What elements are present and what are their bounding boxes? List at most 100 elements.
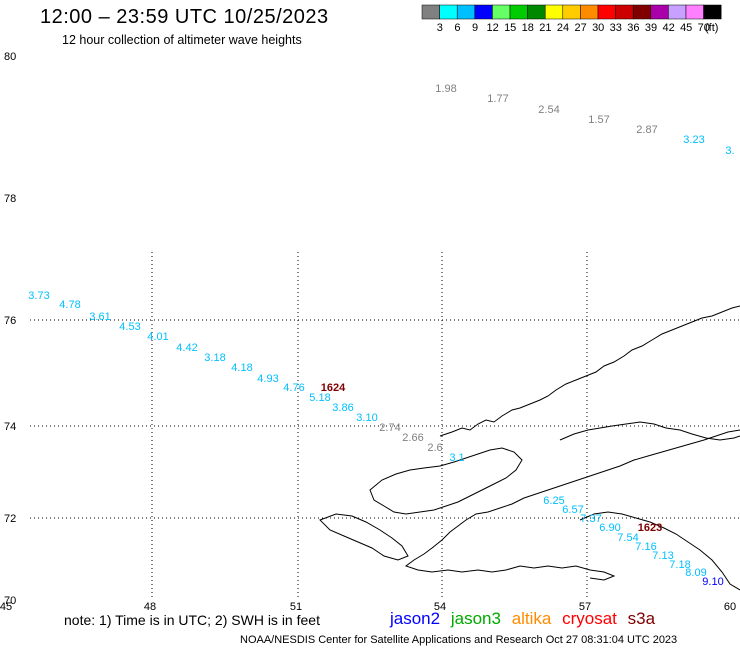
wave-height-value: 7.54 [617, 532, 638, 544]
wave-height-value: 6.57 [562, 504, 583, 516]
island-coastline [369, 447, 523, 515]
wave-height-value: 7.37 [580, 513, 601, 525]
kanin-coastline [319, 513, 409, 561]
wave-height-value: 2.87 [636, 124, 657, 136]
legend-swatch [544, 4, 564, 20]
wave-height-value: 1.98 [435, 83, 456, 95]
latitude-label: 76 [4, 315, 16, 327]
wave-height-value: 4.18 [231, 362, 252, 374]
legend-tick-label: 45 [680, 22, 692, 34]
legend-swatch [562, 4, 581, 20]
wave-height-value: 2.66 [402, 432, 423, 444]
legend-tick-label: 39 [645, 22, 657, 34]
color-legend: 3 6 9 12 15 18 21 24 27 30 33 36 39 42 45 70(ft) [421, 4, 722, 34]
wave-height-value: 9.10 [702, 576, 723, 588]
legend-swatch [703, 4, 722, 20]
latitude-label: 78 [4, 193, 16, 205]
southern-coastline [404, 429, 740, 581]
credit-line: NOAA/NESDIS Center for Satellite Applica… [240, 634, 678, 646]
legend-swatch [527, 4, 546, 20]
legend-swatch [597, 4, 616, 20]
legend-tick-label: 36 [627, 22, 639, 34]
wave-height-value: 2.54 [538, 104, 559, 116]
wave-height-value: 1.57 [588, 114, 609, 126]
legend-tick-label: 15 [504, 22, 516, 34]
wave-height-value: 3.86 [332, 402, 353, 414]
longitude-label: 60 [724, 601, 736, 613]
legend-tick-label: 33 [610, 22, 622, 34]
wave-height-value: 3.61 [89, 311, 110, 323]
legend-tick-label: 21 [539, 22, 551, 34]
legend-tick-label: 12 [486, 22, 498, 34]
footnote: note: 1) Time is in UTC; 2) SWH is in fe… [64, 612, 320, 628]
wave-height-value: 1.77 [487, 93, 508, 105]
legend-swatch [632, 4, 652, 20]
longitude-label: 54 [434, 601, 446, 613]
legend-tick-label: 42 [662, 22, 674, 34]
wave-height-value: 3.73 [28, 290, 49, 302]
longitude-label: 45 [0, 601, 12, 613]
wave-height-value: 4.78 [59, 299, 80, 311]
longitude-label: 51 [290, 601, 302, 613]
legend-tick-label: 3 [437, 22, 443, 34]
legend-tick-label: 30 [592, 22, 604, 34]
legend-tick-label: 6 [454, 22, 460, 34]
legend-swatch [439, 4, 458, 20]
wave-height-value: 3.10 [356, 412, 377, 424]
legend-tick-label: 24 [557, 22, 569, 34]
wave-height-value: 2.74 [379, 422, 400, 434]
wave-height-value: 8.09 [685, 567, 706, 579]
wave-height-value: 6.90 [599, 522, 620, 534]
satellite-legend: jason2 jason3 altika cryosat s3a [390, 609, 661, 629]
longitude-label: 57 [579, 601, 591, 613]
legend-unit-label: (ft) [705, 22, 718, 34]
legend-swatch [474, 4, 493, 20]
satellite-jason3: jason3 [450, 609, 501, 628]
wave-height-labels: 1.98 1.77 2.54 1.57 2.87 3.23 3. 3.73 4.78 3.61 4.… [28, 83, 734, 588]
legend-swatch [668, 4, 687, 20]
legend-tick-label: 27 [574, 22, 586, 34]
legend-tick-label: 70 [698, 22, 710, 34]
legend-swatch [685, 4, 704, 20]
pass-time-label: 1623 [638, 522, 662, 534]
latitude-label: 80 [4, 51, 16, 63]
wave-height-value: 7.16 [635, 541, 656, 553]
coastline [319, 305, 740, 591]
wave-height-value: 3.23 [683, 134, 704, 146]
wave-height-value: 4.93 [257, 373, 278, 385]
satellite-altika: altika [511, 609, 552, 628]
legend-swatch [492, 4, 511, 20]
wave-height-value: 4.42 [176, 342, 197, 354]
wave-height-value: 4.53 [119, 321, 140, 333]
wave-height-value: 4.76 [283, 382, 304, 394]
satellite-cryosat: cryosat [562, 609, 617, 628]
wave-height-value: 2.6 [427, 442, 442, 454]
wave-height-value: 3.18 [204, 352, 225, 364]
wave-height-value: 7.18 [669, 559, 690, 571]
legend-swatch [615, 4, 634, 20]
map-title: 12:00 – 23:59 UTC 10/25/2023 [40, 6, 329, 28]
legend-swatch [456, 4, 476, 20]
satellite-jason2: jason2 [390, 609, 441, 628]
east-coastline-2 [579, 511, 740, 591]
wave-height-value: 3. [725, 145, 734, 157]
latitude-label: 74 [4, 421, 16, 433]
legend-swatch [509, 4, 528, 20]
wave-height-value: 6.25 [543, 495, 564, 507]
pass-time-label: 1624 [321, 382, 346, 394]
legend-tick-label: 9 [472, 22, 478, 34]
latitude-label: 72 [4, 513, 16, 525]
northern-coastline [439, 305, 740, 437]
longitude-label: 48 [144, 601, 156, 613]
wave-height-value: 5.18 [309, 392, 330, 404]
satellite-s3a: s3a [627, 609, 656, 628]
east-coastline [559, 421, 740, 441]
wave-height-value: 7.13 [652, 550, 673, 562]
wave-height-value: 3.1 [449, 452, 464, 464]
legend-tick-label: 18 [522, 22, 534, 34]
legend-swatch [421, 4, 440, 20]
legend-swatch [650, 4, 669, 20]
latitude-label: 70 [4, 595, 16, 607]
